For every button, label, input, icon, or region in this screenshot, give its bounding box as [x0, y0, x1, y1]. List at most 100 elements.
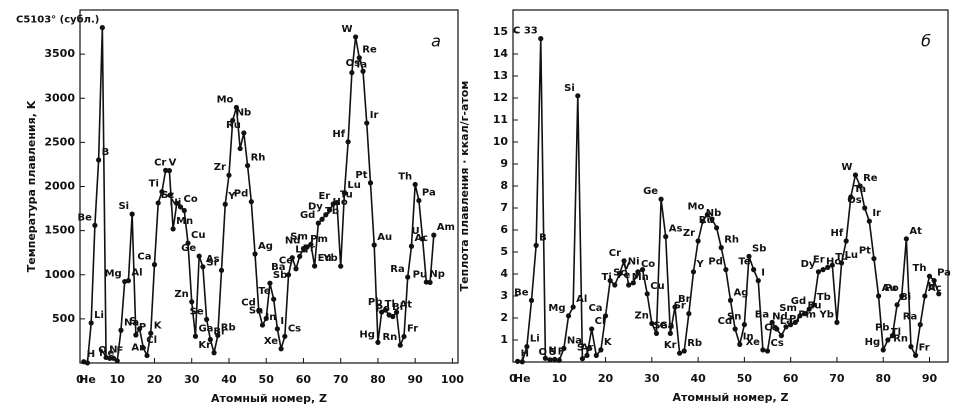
point-label: Pa: [937, 268, 951, 279]
data-point: [259, 322, 266, 328]
point-label: Dy: [801, 259, 816, 270]
y-tick-label: 2: [500, 311, 508, 324]
point-label: Nd: [772, 312, 788, 323]
data-point: [778, 333, 785, 339]
point-label: Yb: [322, 253, 337, 264]
x-tick-label: 70: [829, 372, 845, 385]
point-label: Ce: [764, 323, 778, 334]
point-label: Au: [377, 232, 392, 243]
data-point: [515, 358, 521, 364]
data-point: [312, 263, 318, 269]
data-point: [834, 319, 840, 325]
point-label: Cu: [191, 230, 205, 241]
point-label: C 33: [513, 26, 538, 37]
point-label: Zn: [634, 311, 648, 322]
point-label: Cs: [288, 323, 301, 334]
data-point: [427, 279, 433, 286]
point-label: In: [265, 312, 276, 323]
data-point: [285, 272, 292, 278]
data-point: [797, 313, 803, 319]
data-point: [820, 267, 826, 273]
point-label: Bi: [900, 292, 911, 303]
data-point: [114, 358, 120, 364]
point-label: Na: [124, 317, 139, 328]
point-label: N: [548, 345, 556, 356]
point-label: Hg: [359, 329, 375, 340]
point-label: Cu: [650, 281, 664, 292]
data-point: [338, 263, 344, 269]
point-label: Mo: [217, 94, 234, 105]
point-label: Kr: [664, 340, 677, 351]
data-point: [866, 218, 872, 224]
data-point: [926, 273, 933, 279]
point-label: Ag: [258, 241, 273, 252]
data-point: [323, 212, 329, 218]
point-label: Sm: [779, 303, 797, 314]
point-label: Mn: [176, 216, 193, 227]
point-label: Ru: [226, 120, 241, 131]
point-label: Pm: [798, 309, 816, 320]
data-point: [630, 280, 636, 286]
point-label: Ru: [699, 215, 714, 226]
data-point: [163, 167, 169, 173]
point-label: Rn: [893, 334, 908, 345]
point-label: Cr: [154, 158, 166, 169]
point-label: K: [154, 320, 163, 331]
y-tick-label: 7: [500, 201, 508, 214]
data-point: [263, 315, 269, 322]
data-point: [764, 348, 771, 354]
data-point: [690, 269, 697, 275]
point-label: Mg: [105, 269, 122, 280]
point-label: Pt: [355, 170, 367, 181]
data-point: [431, 232, 437, 238]
data-point: [189, 299, 195, 305]
y-tick-label: 9: [500, 157, 508, 170]
data-point: [110, 355, 117, 361]
point-label: I: [761, 268, 765, 279]
point-label: Nd: [285, 236, 301, 247]
data-point: [889, 333, 896, 339]
data-point: [899, 293, 905, 299]
point-label: Ar: [131, 343, 144, 354]
data-point: [542, 355, 548, 361]
data-point: [908, 344, 914, 350]
x-tick-label: He: [79, 373, 96, 386]
point-label: Nb: [236, 107, 252, 118]
y-tick-label: 10: [493, 135, 509, 148]
data-point: [207, 336, 213, 343]
data-point: [903, 236, 909, 242]
data-point: [667, 330, 673, 336]
data-point: [274, 326, 280, 332]
point-label: Yb: [819, 309, 834, 320]
point-label: Ge: [181, 243, 196, 254]
data-point: [792, 319, 798, 325]
point-label: Zn: [174, 289, 188, 300]
data-point: [936, 291, 942, 297]
point-label: Ne: [99, 348, 114, 359]
x-tick-label: 10: [552, 372, 568, 385]
data-point: [598, 347, 604, 353]
point-label: Eu: [318, 253, 332, 264]
point-label: Nb: [706, 208, 722, 219]
data-point: [714, 225, 720, 231]
data-point: [709, 216, 715, 222]
data-point: [913, 352, 919, 358]
point-label: Cd: [718, 316, 733, 327]
x-tick-label: 20: [147, 373, 163, 386]
point-label: Hf: [830, 228, 843, 239]
data-point: [774, 326, 780, 332]
point-label: Sr: [206, 257, 218, 268]
point-label: Y: [227, 191, 236, 202]
point-label: Th: [913, 263, 927, 274]
point-label: P: [139, 322, 146, 333]
point-label: Zr: [683, 228, 695, 239]
point-label: Pt: [859, 246, 871, 257]
point-label: Dy: [308, 202, 323, 213]
point-label: Br: [678, 294, 691, 305]
data-point: [547, 357, 553, 363]
point-label: Pr: [789, 314, 801, 325]
point-label: Cs: [771, 338, 784, 349]
x-tick-label: 70: [333, 373, 349, 386]
point-label: Ga: [659, 320, 674, 331]
